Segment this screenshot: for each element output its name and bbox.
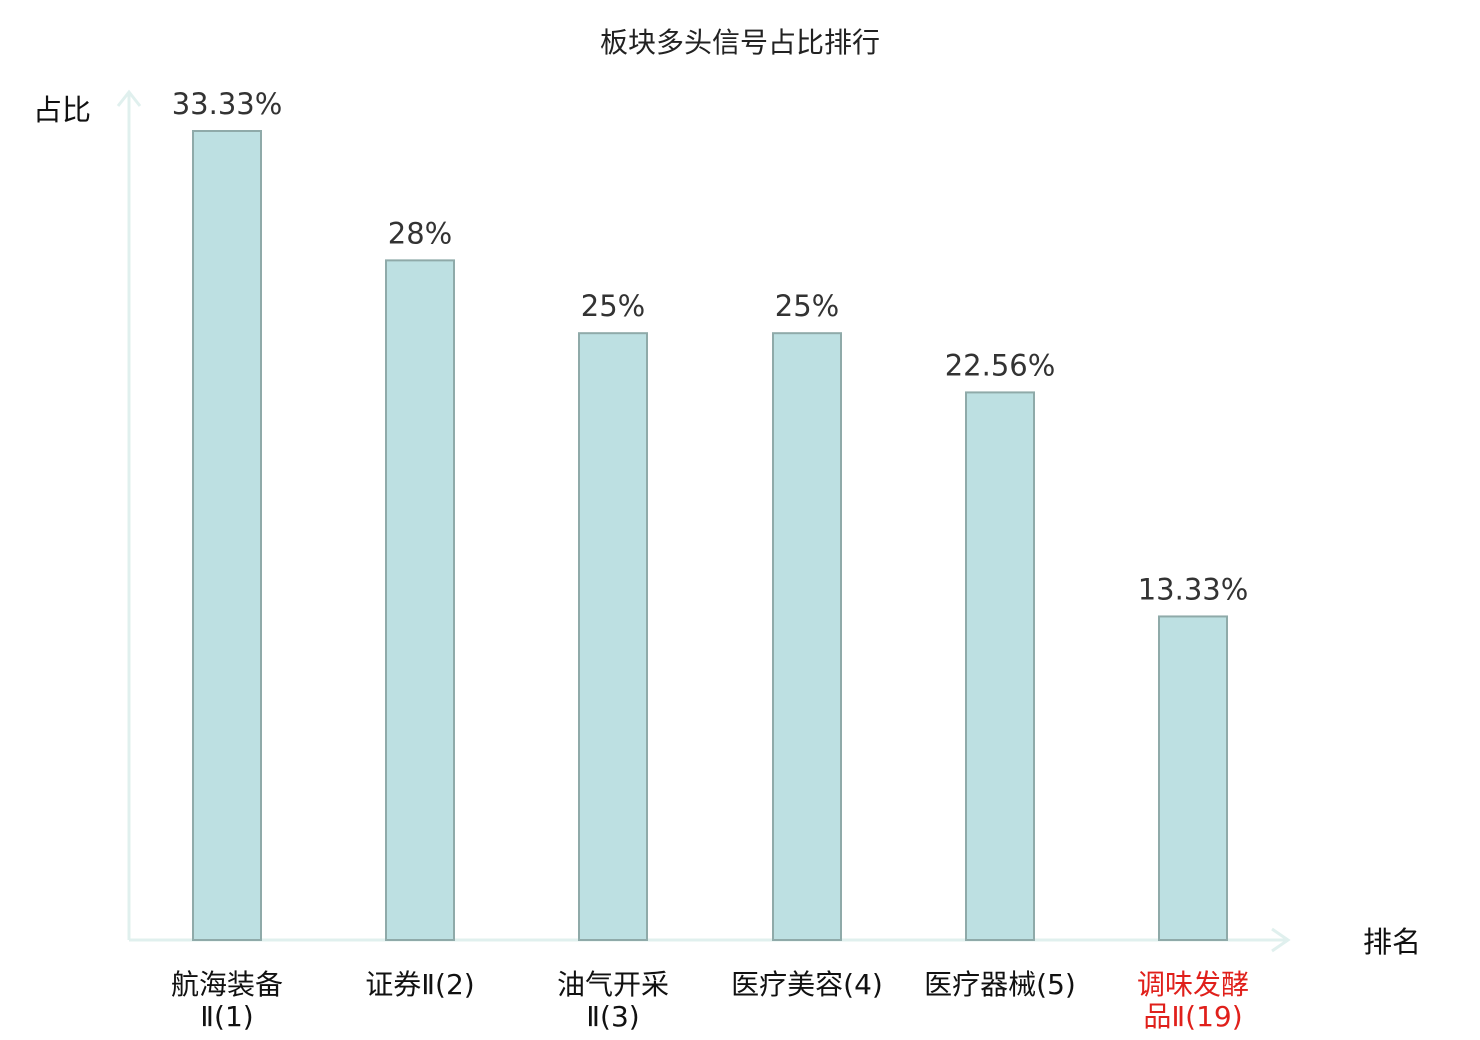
bar [1158,615,1228,941]
value-label: 22.56% [945,348,1056,382]
x-axis-label: 排名 [1363,925,1421,959]
x-axis-arrow [1271,927,1291,953]
y-axis-arrow [116,89,142,107]
value-label: 13.33% [1138,572,1249,606]
value-label: 33.33% [172,87,283,121]
bar [385,259,455,942]
category-label: 油气开采 [557,968,669,1001]
category-label: 医疗美容(4) [731,968,883,1001]
value-label-group: 33.33% 28% 25% 25% 22.56% 13.33% [172,87,1249,606]
bar [192,130,262,941]
bar [578,332,648,941]
category-label: 品Ⅱ(19) [1143,1000,1242,1033]
value-label: 28% [388,216,452,250]
category-label: Ⅱ(3) [586,1000,639,1033]
axes [116,89,1291,953]
category-label: 航海装备 [171,968,283,1001]
bar-group [192,130,1228,942]
category-label: 医疗器械(5) [924,968,1076,1001]
category-label: 证券Ⅱ(2) [365,968,474,1001]
chart-title: 板块多头信号占比排行 [600,26,880,59]
bar [772,332,842,941]
value-label: 25% [581,289,645,323]
bar [965,391,1035,941]
value-label: 25% [775,289,839,323]
category-label: Ⅱ(1) [200,1000,253,1033]
category-label: 调味发酵 [1137,968,1249,1001]
y-axis-label: 占比 [33,93,91,127]
